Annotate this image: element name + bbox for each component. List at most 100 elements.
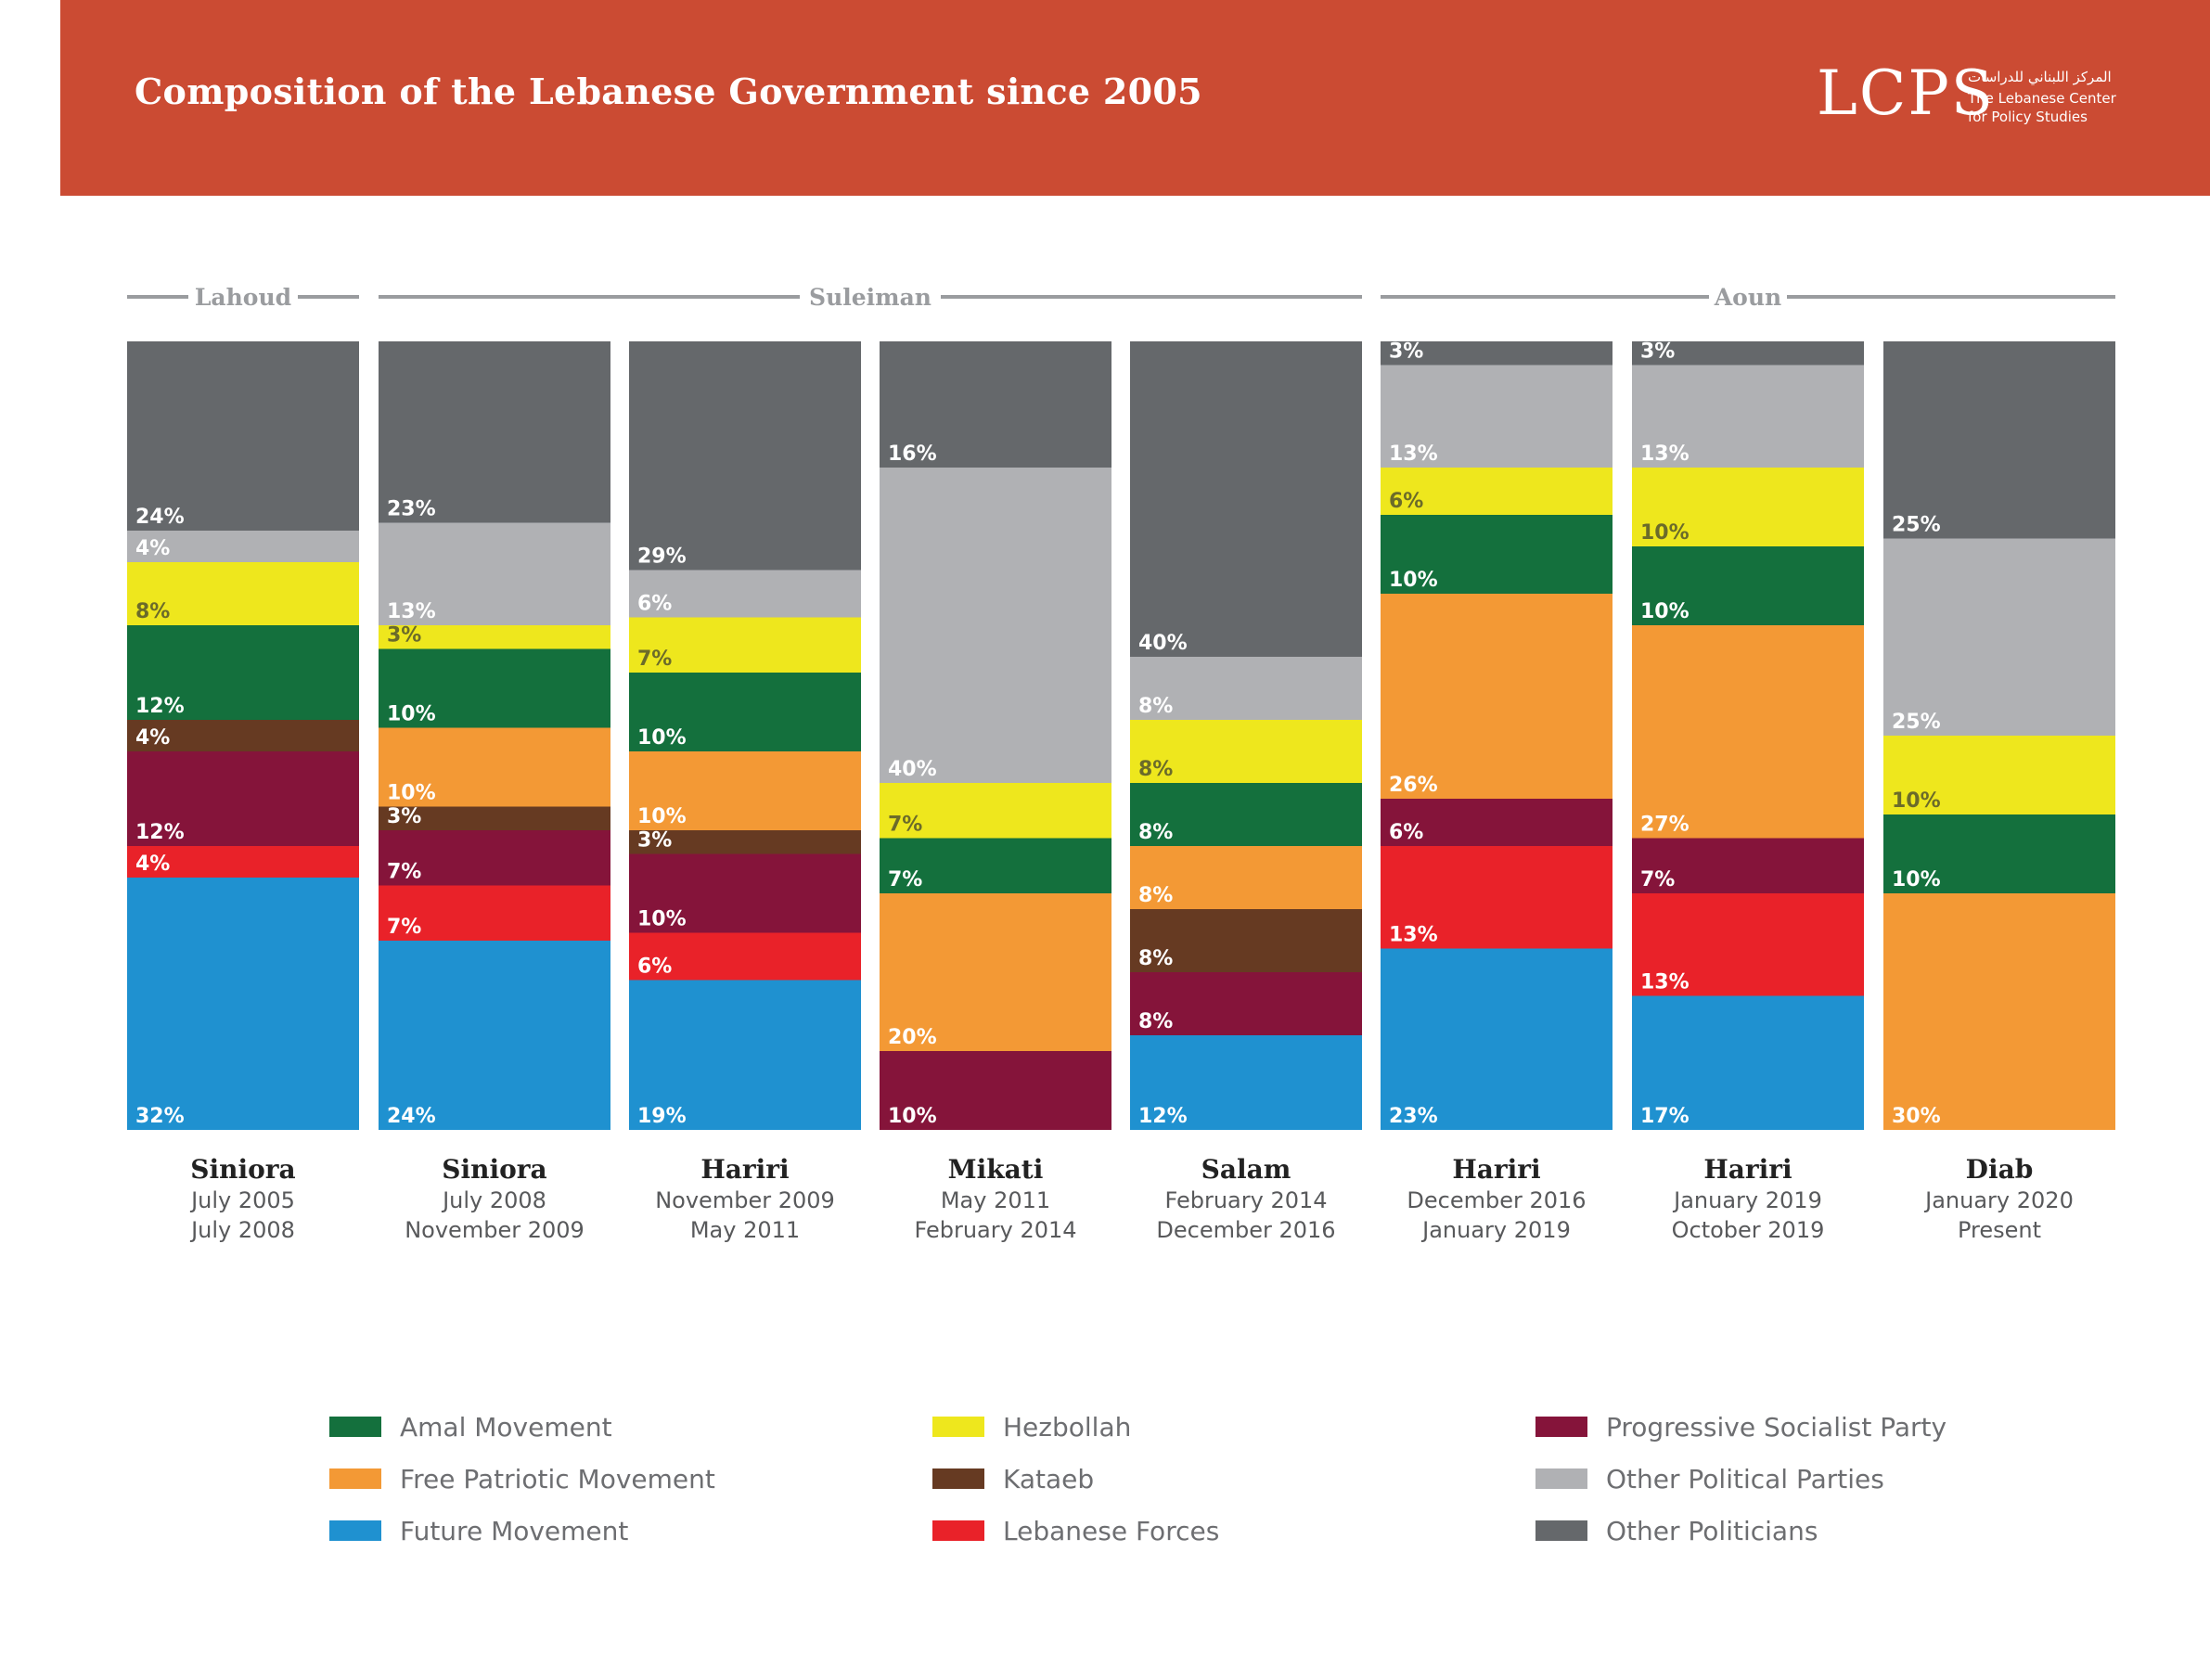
term-end: January 2019 [1420, 1217, 1571, 1243]
segment-hezbollah [880, 783, 1111, 839]
pm-name: Siniora [190, 1154, 295, 1185]
legend-label: Hezbollah [1003, 1412, 1131, 1443]
segment-other-politicians [1130, 341, 1362, 657]
segment-other-politicians [1381, 341, 1613, 365]
data-label: 16% [888, 442, 937, 466]
segment-future-movement [629, 980, 861, 1130]
legend-swatch [1535, 1468, 1587, 1489]
bar-1: 32% 4% 12% 4% 12% 8% 4% 24% [127, 341, 359, 1130]
legend-label: Amal Movement [400, 1412, 612, 1443]
bar-4: 10% 20% 7% 7% 40% 16% [880, 341, 1111, 1130]
bar-5: 12% 8% 8% 8% 8% 8% 8% 40% [1130, 341, 1362, 1130]
segment-amal-movement [1883, 814, 2115, 893]
bars: 32%4%12%4%12%8%4%24%24%7%7%3%10%10%3%13%… [127, 340, 2115, 1130]
data-label: 12% [135, 821, 185, 844]
data-label: 12% [1138, 1105, 1188, 1128]
segment-kataeb [1130, 909, 1362, 972]
segment-other-political-parties [1883, 538, 2115, 736]
data-label: 13% [1389, 442, 1438, 466]
segment-lebanese-forces [629, 932, 861, 981]
data-label: 29% [637, 545, 687, 569]
data-label: 10% [1640, 521, 1690, 545]
legend-item-progressive-socialist-party: Progressive Socialist Party [1535, 1412, 1947, 1443]
data-label: 24% [135, 506, 185, 529]
data-label: 7% [1640, 868, 1675, 891]
president-suleiman: Suleiman [379, 284, 1362, 311]
pm-name: Diab [1966, 1154, 2034, 1185]
data-label: 8% [1138, 758, 1173, 781]
segment-other-political-parties [127, 531, 359, 562]
data-label: 25% [1892, 514, 1941, 537]
segment-future-movement [1381, 948, 1613, 1130]
data-label: 25% [1892, 711, 1941, 734]
pm-name: Salam [1201, 1154, 1291, 1185]
legend-label: Progressive Socialist Party [1606, 1412, 1947, 1443]
bar-7: 17% 13% 7% 27% 10% 10% 13% 3% [1632, 340, 1864, 1130]
legend-label: Other Political Parties [1606, 1464, 1884, 1494]
legend-swatch [1535, 1520, 1587, 1541]
segment-other-politicians [629, 341, 861, 571]
segment-hezbollah [1381, 468, 1613, 515]
president-label: Suleiman [809, 284, 932, 311]
segment-free-patriotic-movement [880, 893, 1111, 1051]
term-start: July 2008 [441, 1187, 546, 1213]
segment-amal-movement [1381, 515, 1613, 594]
segment-lebanese-forces [127, 846, 359, 878]
data-label: 6% [637, 955, 672, 979]
pm-name: Mikati [948, 1154, 1044, 1185]
data-label: 3% [1389, 340, 1423, 364]
segment-hezbollah [629, 617, 861, 673]
data-label: 26% [1389, 774, 1438, 797]
data-label: 3% [637, 829, 672, 853]
bar-2: 24%7%7%3%10%10%3%13%23% [379, 341, 610, 1130]
data-label: 4% [135, 853, 170, 876]
data-label: 8% [1138, 884, 1173, 907]
segment-other-political-parties [379, 522, 610, 625]
data-label: 13% [1389, 924, 1438, 947]
data-label: 10% [1640, 600, 1690, 623]
segment-free-patriotic-movement [379, 727, 610, 807]
segment-progressive-socialist-party [127, 751, 359, 846]
logo-text-line-2: for Policy Studies [1968, 109, 2088, 125]
term-end: May 2011 [690, 1217, 800, 1243]
president-lahoud: Lahoud [127, 284, 359, 311]
segment-free-patriotic-movement [1883, 893, 2115, 1130]
header-banner: Composition of the Lebanese Government s… [60, 0, 2210, 196]
segment-kataeb [629, 830, 861, 854]
segment-lebanese-forces [1632, 893, 1864, 996]
data-label: 7% [888, 814, 922, 837]
data-label: 3% [387, 624, 421, 648]
segment-other-politicians [127, 341, 359, 531]
segment-hezbollah [379, 625, 610, 649]
segment-future-movement [127, 878, 359, 1130]
data-label: 12% [135, 695, 185, 718]
legend-swatch [932, 1468, 984, 1489]
legend-item-lebanese-forces: Lebanese Forces [932, 1516, 1219, 1546]
data-label: 17% [1640, 1105, 1690, 1128]
legend-item-future-movement: Future Movement [329, 1516, 628, 1546]
president-aoun: Aoun [1381, 284, 2115, 311]
segment-other-political-parties [1632, 365, 1864, 468]
segment-future-movement [379, 941, 610, 1130]
segment-other-politicians [1632, 341, 1864, 365]
chart-title: Composition of the Lebanese Government s… [135, 71, 1202, 112]
data-label: 6% [1389, 821, 1423, 844]
segment-free-patriotic-movement [1632, 625, 1864, 839]
data-label: 10% [1892, 789, 1941, 813]
data-label: 10% [387, 703, 436, 726]
data-label: 8% [1138, 1010, 1173, 1033]
president-label: Aoun [1714, 284, 1781, 311]
data-label: 40% [1138, 632, 1188, 655]
data-label: 7% [888, 868, 922, 891]
segment-kataeb [379, 806, 610, 830]
segment-future-movement [1632, 995, 1864, 1130]
data-label: 3% [387, 805, 421, 828]
term-start: January 2020 [1923, 1187, 2074, 1213]
